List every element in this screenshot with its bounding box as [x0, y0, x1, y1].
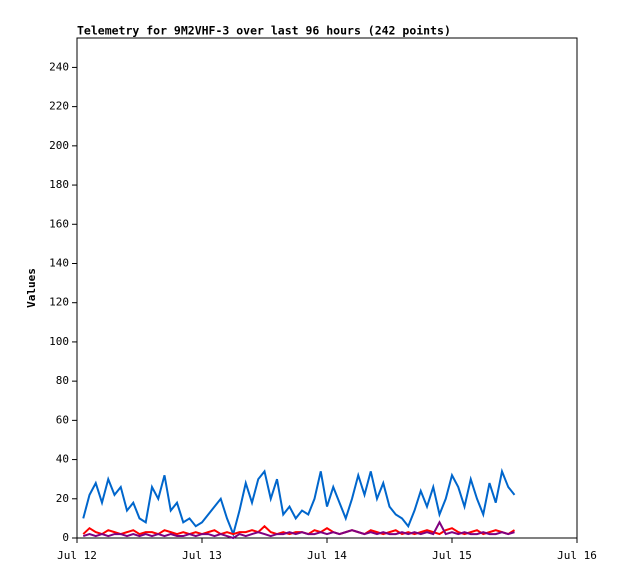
x-tick-label: Jul 16	[557, 549, 597, 562]
y-tick-label: 60	[56, 413, 69, 426]
y-tick-label: 20	[56, 492, 69, 505]
x-tick-label: Jul 12	[57, 549, 97, 562]
y-tick-label: 0	[62, 531, 69, 544]
y-axis-label: Values	[25, 268, 38, 308]
series-line	[82, 467, 516, 538]
y-tick-label: 80	[56, 374, 69, 387]
chart-title: Telemetry for 9M2VHF-3 over last 96 hour…	[77, 24, 451, 38]
x-tick-label: Jul 15	[432, 549, 472, 562]
x-tick-label: Jul 13	[182, 549, 222, 562]
y-tick-label: 160	[49, 217, 69, 230]
x-tick-label: Jul 14	[307, 549, 347, 562]
y-tick-label: 180	[49, 178, 69, 191]
y-tick-label: 240	[49, 60, 69, 73]
y-tick-label: 200	[49, 139, 69, 152]
y-tick-label: 120	[49, 296, 69, 309]
series-line	[82, 520, 515, 540]
y-tick-label: 220	[49, 100, 69, 113]
y-tick-label: 40	[56, 453, 69, 466]
plot-frame	[76, 37, 578, 539]
y-tick-label: 140	[49, 256, 69, 269]
y-tick-label: 100	[49, 335, 69, 348]
